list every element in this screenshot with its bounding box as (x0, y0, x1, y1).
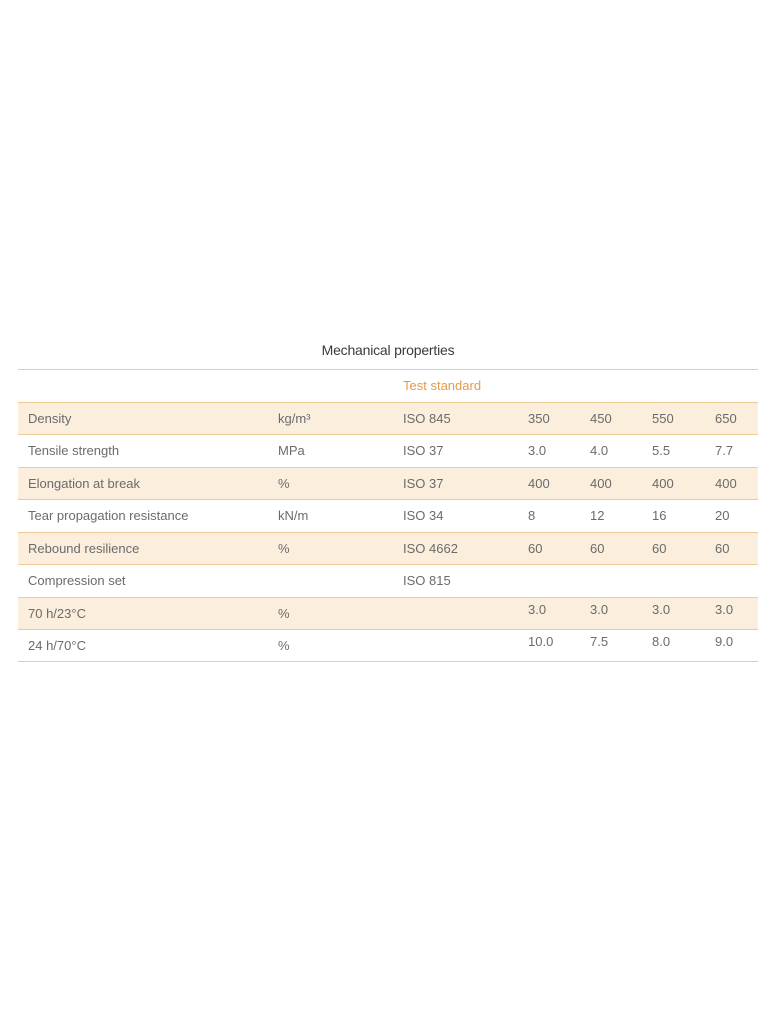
property-value: 8 (528, 508, 536, 523)
property-value: 8.0 (652, 634, 671, 649)
property-value: 3.0 (715, 601, 734, 617)
table-row: Elongation at break % ISO 37 400 400 400… (18, 466, 758, 499)
property-standard: ISO 4662 (403, 540, 458, 556)
property-value: 450 (590, 410, 612, 426)
property-standard: ISO 815 (403, 573, 451, 588)
property-value: 20 (715, 508, 730, 523)
property-value: 9.0 (715, 634, 734, 649)
table-row: Rebound resilience % ISO 4662 60 60 60 6… (18, 531, 758, 564)
table-row: 24 h/70°C % 10.0 7.5 8.0 9.0 (18, 629, 758, 662)
property-value: 4.0 (590, 443, 609, 458)
property-unit: kN/m (278, 508, 309, 523)
property-name: Tensile strength (28, 443, 120, 458)
property-unit: % (278, 638, 290, 653)
property-value: 550 (652, 410, 674, 426)
property-name: Rebound resilience (28, 540, 140, 556)
property-standard: ISO 37 (403, 475, 444, 491)
table-row: Tensile strength MPa ISO 37 3.0 4.0 5.5 … (18, 434, 758, 467)
property-value: 3.0 (528, 601, 547, 617)
property-value: 16 (652, 508, 667, 523)
header-test-standard: Test standard (403, 378, 482, 393)
properties-table: Test standard Density kg/m³ ISO 845 350 … (18, 369, 758, 662)
property-value: 400 (652, 475, 674, 491)
property-value: 5.5 (652, 443, 671, 458)
property-value: 60 (528, 540, 543, 556)
property-value: 350 (528, 410, 550, 426)
property-value: 3.0 (528, 443, 547, 458)
property-value: 12 (590, 508, 605, 523)
table-header-row: Test standard (18, 369, 758, 402)
property-value: 60 (590, 540, 605, 556)
property-value: 10.0 (528, 634, 554, 649)
property-unit: % (278, 540, 290, 556)
property-unit: kg/m³ (278, 410, 311, 426)
property-standard: ISO 34 (403, 508, 444, 523)
property-name: 24 h/70°C (28, 638, 86, 653)
table-row: Density kg/m³ ISO 845 350 450 550 650 (18, 401, 758, 434)
property-name: Tear propagation resistance (28, 508, 189, 523)
property-value: 400 (590, 475, 612, 491)
property-value: 3.0 (590, 601, 609, 617)
property-value: 650 (715, 410, 737, 426)
table-row: Tear propagation resistance kN/m ISO 34 … (18, 499, 758, 532)
property-standard: ISO 37 (403, 443, 444, 458)
property-name: Compression set (28, 573, 126, 588)
property-name: 70 h/23°C (28, 605, 86, 621)
property-unit: % (278, 605, 290, 621)
property-standard: ISO 845 (403, 410, 451, 426)
property-value: 60 (652, 540, 667, 556)
property-value: 400 (528, 475, 550, 491)
property-name: Elongation at break (28, 475, 141, 491)
table-title: Mechanical properties (321, 342, 455, 358)
property-value: 7.7 (715, 443, 734, 458)
property-value: 400 (715, 475, 737, 491)
property-unit: MPa (278, 443, 305, 458)
property-value: 7.5 (590, 634, 609, 649)
property-unit: % (278, 475, 290, 491)
property-value: 3.0 (652, 601, 671, 617)
property-name: Density (28, 410, 72, 426)
property-value: 60 (715, 540, 730, 556)
table-row: Compression set ISO 815 (18, 564, 758, 597)
table-row: 70 h/23°C % 3.0 3.0 3.0 3.0 (18, 596, 758, 629)
